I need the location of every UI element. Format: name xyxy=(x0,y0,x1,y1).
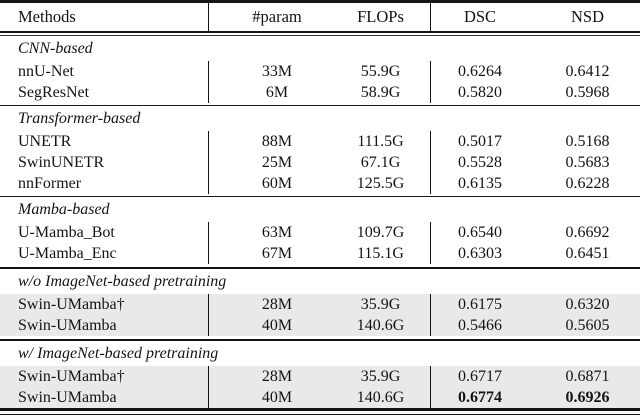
method-cell: UNETR xyxy=(18,132,72,150)
section-label-transformer-based: Transformer-based xyxy=(18,109,141,127)
section-separator-rule-thick xyxy=(0,264,640,269)
nsd-cell: 0.5968 xyxy=(565,83,610,101)
flops-cell: 140.6G xyxy=(356,316,405,334)
dsc-cell: 0.6175 xyxy=(430,294,535,315)
table-row-swin-umamba-dagger-w: Swin-UMamba† 28M 35.9G 0.6717 0.6871 xyxy=(0,366,640,387)
header-separator-rule xyxy=(0,31,640,36)
dsc-cell: 0.5820 xyxy=(430,82,535,103)
flops-cell: 58.9G xyxy=(360,83,401,101)
nsd-cell: 0.6412 xyxy=(565,62,610,80)
section-separator-rule-thick xyxy=(0,336,640,341)
table-row-swin-umamba-w: Swin-UMamba 40M 140.6G 0.6774 0.6926 xyxy=(0,387,640,408)
method-cell: SwinUNETR xyxy=(18,153,105,171)
dsc-cell: 0.6540 xyxy=(430,222,535,243)
nsd-cell-best: 0.6926 xyxy=(565,388,610,406)
section-separator-rule xyxy=(0,194,640,197)
flops-cell: 115.1G xyxy=(357,244,404,262)
column-header-param: #param xyxy=(208,3,345,31)
table-row-u-mamba-bot: U-Mamba_Bot 63M 109.7G 0.6540 0.6692 xyxy=(0,222,640,243)
table-row-swin-umamba-wo: Swin-UMamba 40M 140.6G 0.5466 0.5605 xyxy=(0,315,640,336)
column-header-flops: FLOPs xyxy=(357,6,404,26)
dsc-cell: 0.6303 xyxy=(430,243,535,264)
table-row-nnformer: nnFormer 60M 125.5G 0.6135 0.6228 xyxy=(0,173,640,194)
method-cell: Swin-UMamba† xyxy=(18,367,125,385)
method-cell: Swin-UMamba xyxy=(18,388,117,406)
section-label-w-imagenet-pretraining: w/ ImageNet-based pretraining xyxy=(18,344,219,362)
table-row-swin-umamba-dagger-wo: Swin-UMamba† 28M 35.9G 0.6175 0.6320 xyxy=(0,294,640,315)
nsd-cell: 0.6451 xyxy=(565,244,610,262)
table-top-rule xyxy=(0,0,640,3)
section-label-wo-imagenet-pretraining: w/o ImageNet-based pretraining xyxy=(18,272,227,290)
table-row-unetr: UNETR 88M 111.5G 0.5017 0.5168 xyxy=(0,131,640,152)
param-cell: 40M xyxy=(208,315,345,336)
param-cell: 6M xyxy=(208,82,345,103)
nsd-cell: 0.6692 xyxy=(565,223,610,241)
table-header-row: Methods #param FLOPs DSC NSD xyxy=(0,3,640,31)
dsc-cell: 0.5466 xyxy=(430,315,535,336)
method-cell: nnFormer xyxy=(18,174,82,192)
nsd-cell: 0.6228 xyxy=(565,174,610,192)
param-cell: 67M xyxy=(208,243,345,264)
section-label-mamba-based: Mamba-based xyxy=(18,200,110,218)
param-cell: 88M xyxy=(208,131,345,152)
param-cell: 33M xyxy=(208,61,345,82)
flops-cell: 67.1G xyxy=(360,153,401,171)
param-cell: 28M xyxy=(208,294,345,315)
flops-cell: 35.9G xyxy=(360,295,401,313)
flops-cell: 140.6G xyxy=(356,388,405,406)
flops-cell: 55.9G xyxy=(360,62,401,80)
column-header-methods: Methods xyxy=(18,6,76,26)
table-bottom-rule xyxy=(0,408,640,415)
flops-cell: 111.5G xyxy=(357,132,404,150)
dsc-cell: 0.6135 xyxy=(430,173,535,194)
param-cell: 40M xyxy=(208,387,345,408)
param-cell: 63M xyxy=(208,222,345,243)
dsc-cell: 0.5528 xyxy=(430,152,535,173)
table-row-swinunetr: SwinUNETR 25M 67.1G 0.5528 0.5683 xyxy=(0,152,640,173)
nsd-cell: 0.6320 xyxy=(565,295,610,313)
method-cell: Swin-UMamba xyxy=(18,316,117,334)
nsd-cell: 0.6871 xyxy=(565,367,610,385)
method-cell: Swin-UMamba† xyxy=(18,295,125,313)
param-cell: 25M xyxy=(208,152,345,173)
section-label-cnn-based: CNN-based xyxy=(18,39,93,57)
flops-cell: 125.5G xyxy=(356,174,405,192)
method-cell: U-Mamba_Enc xyxy=(18,244,117,262)
param-cell: 28M xyxy=(208,366,345,387)
table-row-u-mamba-enc: U-Mamba_Enc 67M 115.1G 0.6303 0.6451 xyxy=(0,243,640,264)
nsd-cell: 0.5683 xyxy=(565,153,610,171)
dsc-cell: 0.6264 xyxy=(430,61,535,82)
method-cell: SegResNet xyxy=(18,83,90,101)
method-cell: U-Mamba_Bot xyxy=(18,223,115,241)
method-cell: nnU-Net xyxy=(18,62,74,80)
nsd-cell: 0.5605 xyxy=(565,316,610,334)
table-row-nnu-net: nnU-Net 33M 55.9G 0.6264 0.6412 xyxy=(0,61,640,82)
flops-cell: 109.7G xyxy=(356,223,405,241)
dsc-cell: 0.5017 xyxy=(430,131,535,152)
dsc-cell: 0.6717 xyxy=(430,366,535,387)
column-header-nsd: NSD xyxy=(570,6,604,26)
table-row-segresnet: SegResNet 6M 58.9G 0.5820 0.5968 xyxy=(0,82,640,103)
dsc-cell-best: 0.6774 xyxy=(430,387,535,408)
flops-cell: 35.9G xyxy=(360,367,401,385)
column-header-dsc: DSC xyxy=(430,3,535,31)
param-cell: 60M xyxy=(208,173,345,194)
section-separator-rule xyxy=(0,103,640,106)
nsd-cell: 0.5168 xyxy=(565,132,610,150)
